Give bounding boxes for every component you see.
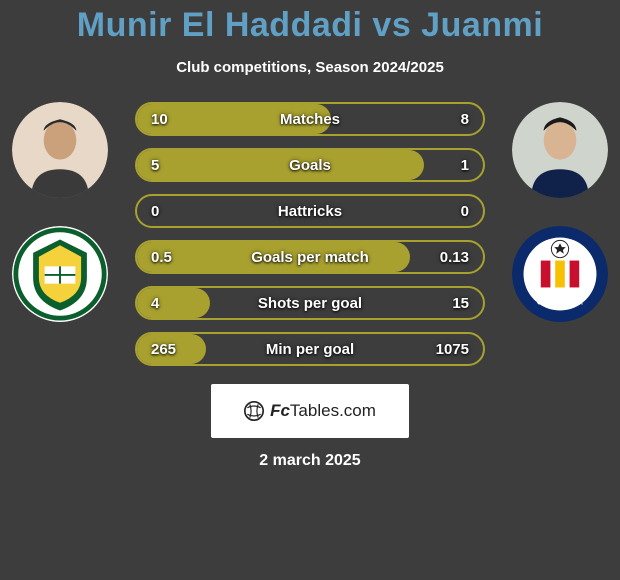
date-label: 2 march 2025 (0, 452, 620, 470)
stat-value-left: 10 (151, 111, 197, 128)
brand-suffix: Tables.com (290, 401, 376, 420)
stat-row: 0Hattricks0 (135, 194, 485, 228)
stat-label: Shots per goal (197, 295, 423, 312)
player-silhouette-icon (12, 102, 108, 198)
stat-value-right: 0 (423, 203, 469, 220)
stat-label: Hattricks (197, 203, 423, 220)
stat-value-right: 0.13 (423, 249, 469, 266)
brand-box: FcTables.com (211, 384, 409, 438)
brand-prefix: Fc (270, 401, 290, 420)
club-right-badge: GETAFE C.F. (512, 226, 608, 322)
subtitle: Club competitions, Season 2024/2025 (0, 59, 620, 76)
right-avatar-column: GETAFE C.F. (510, 102, 610, 322)
stat-value-right: 8 (423, 111, 469, 128)
svg-text:GETAFE C.F.: GETAFE C.F. (537, 298, 583, 307)
stat-row: 0.5Goals per match0.13 (135, 240, 485, 274)
club-left-badge (12, 226, 108, 322)
content-area: GETAFE C.F. 10Matches85Goals10Hattricks0… (0, 102, 620, 470)
comparison-card: Munir El Haddadi vs Juanmi Club competit… (0, 0, 620, 580)
stat-label: Matches (197, 111, 423, 128)
stat-label: Goals (197, 157, 423, 174)
stat-rows: 10Matches85Goals10Hattricks00.5Goals per… (135, 102, 485, 366)
club-badge-icon (12, 226, 108, 322)
stat-value-right: 1075 (423, 341, 469, 358)
stat-row: 5Goals1 (135, 148, 485, 182)
player-silhouette-icon (512, 102, 608, 198)
stat-value-left: 5 (151, 157, 197, 174)
stat-row: 4Shots per goal15 (135, 286, 485, 320)
stat-label: Goals per match (197, 249, 423, 266)
stat-value-right: 15 (423, 295, 469, 312)
brand-text: FcTables.com (270, 401, 376, 421)
fctables-logo-icon (244, 401, 264, 421)
stat-value-left: 4 (151, 295, 197, 312)
stat-value-left: 0 (151, 203, 197, 220)
page-title: Munir El Haddadi vs Juanmi (0, 6, 620, 45)
stat-value-right: 1 (423, 157, 469, 174)
player-right-avatar (512, 102, 608, 198)
club-badge-icon: GETAFE C.F. (512, 226, 608, 322)
stat-row: 10Matches8 (135, 102, 485, 136)
left-avatar-column (10, 102, 110, 322)
stat-value-left: 265 (151, 341, 197, 358)
stat-label: Min per goal (197, 341, 423, 358)
player-left-avatar (12, 102, 108, 198)
stat-row: 265Min per goal1075 (135, 332, 485, 366)
stat-value-left: 0.5 (151, 249, 197, 266)
